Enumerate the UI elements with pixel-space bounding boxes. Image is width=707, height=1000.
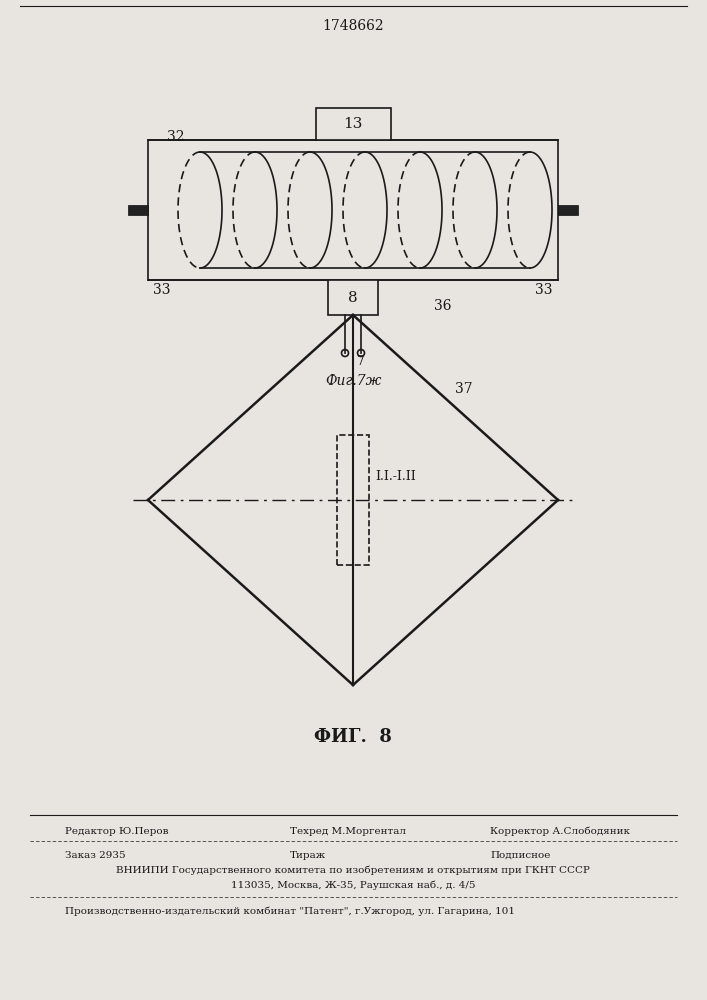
Text: ВНИИПИ Государственного комитета по изобретениям и открытиям при ГКНТ СССР: ВНИИПИ Государственного комитета по изоб…	[116, 865, 590, 875]
Text: 33: 33	[535, 283, 553, 297]
Bar	[337, 435, 369, 565]
Text: 8: 8	[348, 290, 358, 304]
Bar	[328, 280, 378, 315]
Bar	[315, 108, 390, 140]
Text: Корректор А.Слободяник: Корректор А.Слободяник	[490, 826, 630, 836]
Text: 36: 36	[434, 299, 452, 313]
Text: 1748662: 1748662	[322, 19, 384, 33]
Text: ФИГ.  8: ФИГ. 8	[314, 728, 392, 746]
Text: Производственно-издательский комбинат "Патент", г.Ужгород, ул. Гагарина, 101: Производственно-издательский комбинат "П…	[65, 906, 515, 916]
Text: 113035, Москва, Ж-35, Раушская наб., д. 4/5: 113035, Москва, Ж-35, Раушская наб., д. …	[230, 880, 475, 890]
Text: 33: 33	[153, 283, 170, 297]
Text: 32: 32	[168, 130, 185, 144]
Text: Тираж: Тираж	[290, 850, 326, 859]
Bar	[558, 205, 578, 215]
Bar	[148, 140, 558, 280]
Text: Подписное: Подписное	[490, 850, 550, 859]
Text: Редактор Ю.Перов: Редактор Ю.Перов	[65, 826, 168, 836]
Text: I.I.-I.II: I.I.-I.II	[375, 470, 416, 483]
Bar	[128, 205, 148, 215]
Text: 37: 37	[455, 382, 473, 396]
Text: Техред М.Моргентал: Техред М.Моргентал	[290, 826, 406, 836]
Text: Заказ 2935: Заказ 2935	[65, 850, 126, 859]
Text: 13: 13	[344, 117, 363, 131]
Text: 7: 7	[357, 355, 365, 368]
Text: Фиг.7ж: Фиг.7ж	[325, 374, 381, 388]
